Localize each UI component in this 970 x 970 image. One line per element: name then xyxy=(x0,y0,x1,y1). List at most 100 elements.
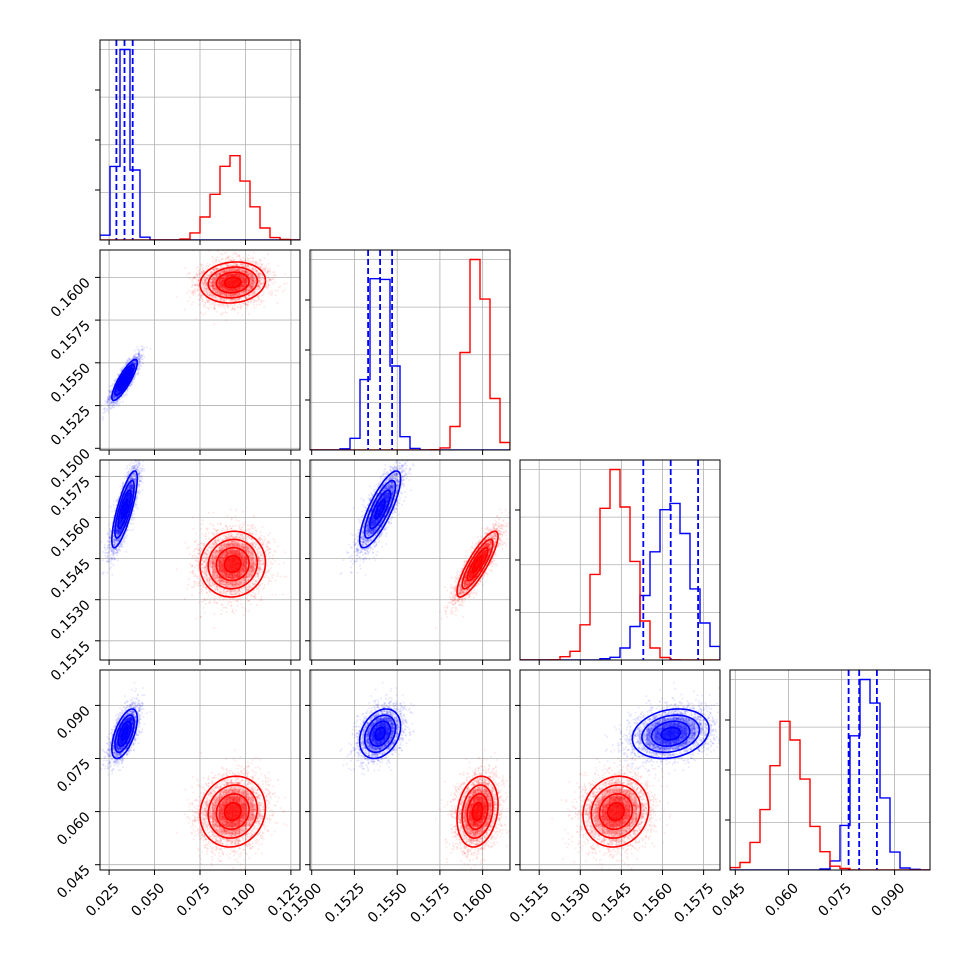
scatter-point xyxy=(116,390,119,393)
scatter-point xyxy=(113,396,116,399)
scatter-point xyxy=(112,401,115,404)
scatter-point xyxy=(149,348,152,351)
scatter-point xyxy=(109,400,112,403)
scatter-point xyxy=(115,391,118,394)
scatter-point xyxy=(114,378,117,381)
scatter-point xyxy=(103,408,106,411)
scatter-point xyxy=(106,400,109,403)
scatter-point xyxy=(119,401,122,404)
scatter-point xyxy=(131,368,134,371)
scatter-point xyxy=(133,355,136,358)
scatter-point xyxy=(128,367,131,370)
scatter-point xyxy=(102,407,105,410)
scatter-point xyxy=(131,368,133,371)
scatter-point xyxy=(107,398,110,401)
scatter-point xyxy=(131,365,134,368)
scatter-point xyxy=(123,364,125,367)
scatter-point xyxy=(131,367,134,370)
scatter-point xyxy=(205,306,208,309)
scatter-point xyxy=(268,290,271,293)
scatter-point xyxy=(132,357,135,359)
scatter-point xyxy=(199,312,202,314)
scatter-point xyxy=(137,355,140,358)
scatter-point xyxy=(138,352,141,355)
scatter-point xyxy=(106,401,109,404)
scatter-point xyxy=(107,405,110,407)
scatter-point xyxy=(112,401,115,404)
scatter-point xyxy=(127,360,130,363)
scatter-point xyxy=(137,355,140,358)
scatter-point xyxy=(115,402,118,405)
scatter-point xyxy=(130,366,133,369)
scatter-point xyxy=(112,401,115,404)
scatter-point xyxy=(131,367,134,370)
scatter-point xyxy=(131,365,133,368)
scatter-point xyxy=(116,403,119,406)
scatter-point xyxy=(138,362,141,365)
scatter-point xyxy=(111,402,114,405)
scatter-point xyxy=(132,354,135,357)
scatter-point xyxy=(134,361,137,364)
scatter-point xyxy=(116,390,119,393)
scatter-point xyxy=(133,349,136,352)
scatter-point xyxy=(116,400,119,403)
scatter-point xyxy=(131,368,133,371)
scatter-point xyxy=(130,366,133,369)
scatter-point xyxy=(129,366,132,369)
scatter-point xyxy=(140,355,143,358)
scatter-point xyxy=(258,303,261,306)
scatter-point xyxy=(137,370,140,373)
scatter-point xyxy=(189,296,191,299)
scatter-point xyxy=(106,400,109,403)
scatter-point xyxy=(130,367,133,370)
scatter-point xyxy=(145,346,148,349)
scatter-point xyxy=(128,358,131,361)
scatter-point xyxy=(115,391,118,394)
scatter-point xyxy=(138,358,141,361)
scatter-point xyxy=(135,353,138,356)
scatter-point xyxy=(108,394,111,397)
scatter-point xyxy=(227,305,230,308)
scatter-point xyxy=(136,371,139,374)
scatter-point xyxy=(138,351,141,353)
scatter-point xyxy=(190,303,193,306)
scatter-point xyxy=(138,353,141,356)
scatter-point xyxy=(112,405,115,408)
scatter-point xyxy=(139,360,142,363)
scatter-point xyxy=(109,397,111,400)
scatter-point xyxy=(138,359,141,361)
scatter-point xyxy=(107,403,110,406)
scatter-point xyxy=(213,323,216,326)
scatter-point xyxy=(133,362,136,365)
scatter-point xyxy=(267,253,269,255)
scatter-point xyxy=(139,356,142,359)
scatter-point xyxy=(105,408,108,410)
scatter-point xyxy=(112,396,115,399)
scatter-point xyxy=(136,346,139,349)
scatter-point xyxy=(137,355,140,358)
scatter-point xyxy=(138,360,141,363)
scatter-point xyxy=(113,395,116,398)
scatter-point xyxy=(141,349,144,352)
scatter-point xyxy=(116,402,119,405)
scatter-point xyxy=(129,366,132,369)
scatter-point xyxy=(107,399,109,402)
scatter-point xyxy=(138,357,141,360)
scatter-point xyxy=(283,288,286,291)
scatter-point xyxy=(113,379,116,382)
scatter-point xyxy=(116,399,119,402)
scatter-point xyxy=(112,397,115,400)
scatter-point xyxy=(239,257,242,260)
scatter-point xyxy=(136,373,139,376)
scatter-point xyxy=(104,400,107,402)
scatter-point xyxy=(112,402,115,405)
scatter-point xyxy=(129,384,132,387)
scatter-point xyxy=(131,366,133,368)
scatter-point xyxy=(138,363,140,366)
scatter-point xyxy=(113,402,116,405)
scatter-point xyxy=(253,251,256,254)
scatter-point xyxy=(142,354,145,357)
scatter-point xyxy=(107,399,109,402)
scatter-point xyxy=(132,355,135,358)
